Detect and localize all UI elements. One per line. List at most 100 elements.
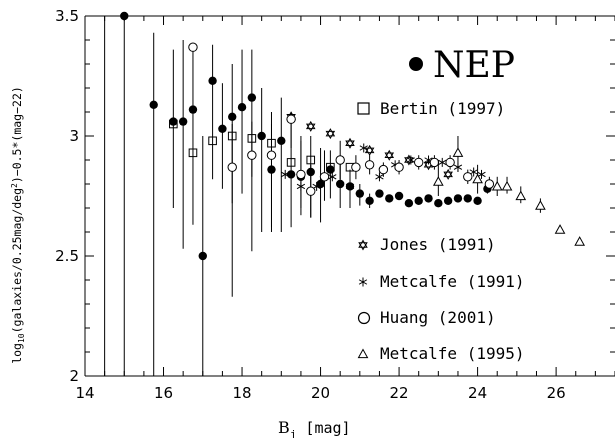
data-point-stroke	[477, 171, 486, 178]
y-tick-label: 2	[69, 367, 79, 385]
data-point-stroke	[345, 183, 355, 190]
data-point	[434, 199, 443, 208]
legend-marker-huang	[357, 311, 371, 325]
data-point	[335, 179, 345, 189]
legend-marker-nep	[409, 57, 423, 71]
legend-jones-shape-down	[358, 242, 368, 251]
data-point	[325, 128, 336, 140]
y-axis-label-sub: 10	[17, 333, 26, 343]
data-point	[120, 11, 129, 21]
data-point	[484, 179, 495, 189]
data-point	[424, 194, 433, 203]
data-point	[178, 117, 188, 126]
data-point	[384, 149, 395, 161]
legend-marker-jones	[358, 239, 368, 251]
data-point	[326, 162, 335, 172]
y-tick-label: 3.5	[55, 7, 79, 25]
data-point	[326, 165, 335, 174]
y-tick-label: 2.5	[55, 247, 79, 265]
data-point-stroke	[328, 174, 337, 180]
data-point-down	[325, 130, 336, 140]
legend-metcalfe-1991-shape	[358, 277, 368, 287]
data-point	[404, 199, 414, 208]
data-point	[491, 180, 503, 191]
legend-jones-shape	[358, 239, 368, 251]
data-point	[463, 172, 473, 182]
data-point-stroke	[359, 145, 368, 151]
x-tick-label: 16	[154, 384, 173, 402]
legend: NEP Bertin (1997) Jones (1991) Metcalfe …	[357, 45, 525, 363]
data-point	[535, 200, 546, 210]
axis-tick-labels: 14 16 18 20 22 24 26 2 2.5 3 3.5	[55, 7, 566, 402]
data-point	[443, 168, 453, 180]
x-axis-label-sub: j	[290, 428, 297, 438]
data-point	[472, 173, 483, 184]
data-point	[345, 137, 355, 149]
y-axis-label-sup: 2	[10, 183, 19, 188]
data-point	[208, 76, 217, 86]
data-point	[574, 236, 586, 246]
data-point	[443, 196, 453, 205]
data-point	[515, 190, 527, 201]
data-point-up	[364, 144, 375, 154]
data-point	[306, 186, 316, 196]
data-point-stroke	[281, 171, 290, 178]
legend-jones-shape-up	[358, 239, 368, 248]
data-point	[277, 136, 286, 145]
data-point	[188, 148, 198, 158]
data-point	[316, 179, 325, 189]
legend-label-bertin: Bertin (1997)	[380, 99, 505, 118]
x-tick-label: 18	[232, 384, 251, 402]
x-tick-label: 26	[547, 384, 566, 402]
plot-frame	[84, 15, 615, 377]
data-point-down	[384, 152, 395, 161]
series-layer	[104, 11, 586, 376]
data-point-up	[345, 137, 355, 146]
data-point-down	[305, 123, 316, 132]
data-point-up	[443, 168, 453, 178]
data-point	[406, 155, 415, 165]
data-point	[364, 160, 375, 170]
data-point-down	[364, 147, 375, 156]
x-axis-label-unit: [mag]	[296, 419, 350, 437]
data-point	[394, 162, 404, 172]
x-tick-label: 22	[390, 384, 409, 402]
data-point	[554, 224, 566, 234]
data-point	[281, 169, 290, 179]
data-point	[335, 155, 345, 165]
data-point	[429, 157, 440, 168]
data-point	[228, 112, 237, 122]
data-point	[501, 180, 513, 191]
data-point	[247, 93, 257, 102]
data-point	[351, 162, 361, 172]
legend-label-metcalfe-1995: Metcalfe (1995)	[380, 344, 525, 363]
legend-label-jones: Jones (1991)	[380, 235, 496, 254]
data-point	[385, 194, 394, 203]
y-axis-label-mid: (galaxies/0.25mag/deg	[10, 188, 24, 333]
data-point	[364, 144, 375, 156]
legend-label-nep: NEP	[433, 45, 515, 86]
data-point	[438, 157, 447, 167]
data-point	[473, 196, 482, 205]
legend-marker-metcalfe-1995	[357, 348, 369, 359]
legend-marker-bertin	[357, 102, 370, 115]
y-axis-label-pre: log	[10, 343, 24, 364]
data-point	[188, 42, 198, 52]
data-point	[355, 189, 365, 198]
data-point	[247, 150, 257, 160]
legend-label-huang: Huang (2001)	[380, 308, 496, 327]
data-point	[296, 169, 306, 180]
data-point	[328, 172, 337, 182]
data-point	[198, 251, 207, 261]
data-point	[414, 157, 424, 168]
y-tick-label: 3	[69, 127, 79, 145]
data-point	[319, 172, 330, 182]
data-point	[345, 181, 355, 191]
x-tick-label: 24	[468, 384, 487, 402]
data-point-up	[325, 128, 336, 137]
data-point-up	[384, 149, 395, 158]
series-metcalfe-1995	[432, 136, 586, 246]
data-point-stroke	[375, 174, 384, 180]
data-point	[375, 172, 384, 182]
data-point	[394, 191, 404, 201]
